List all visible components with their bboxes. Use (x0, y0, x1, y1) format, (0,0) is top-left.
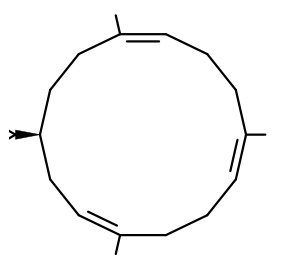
Polygon shape (15, 130, 40, 139)
